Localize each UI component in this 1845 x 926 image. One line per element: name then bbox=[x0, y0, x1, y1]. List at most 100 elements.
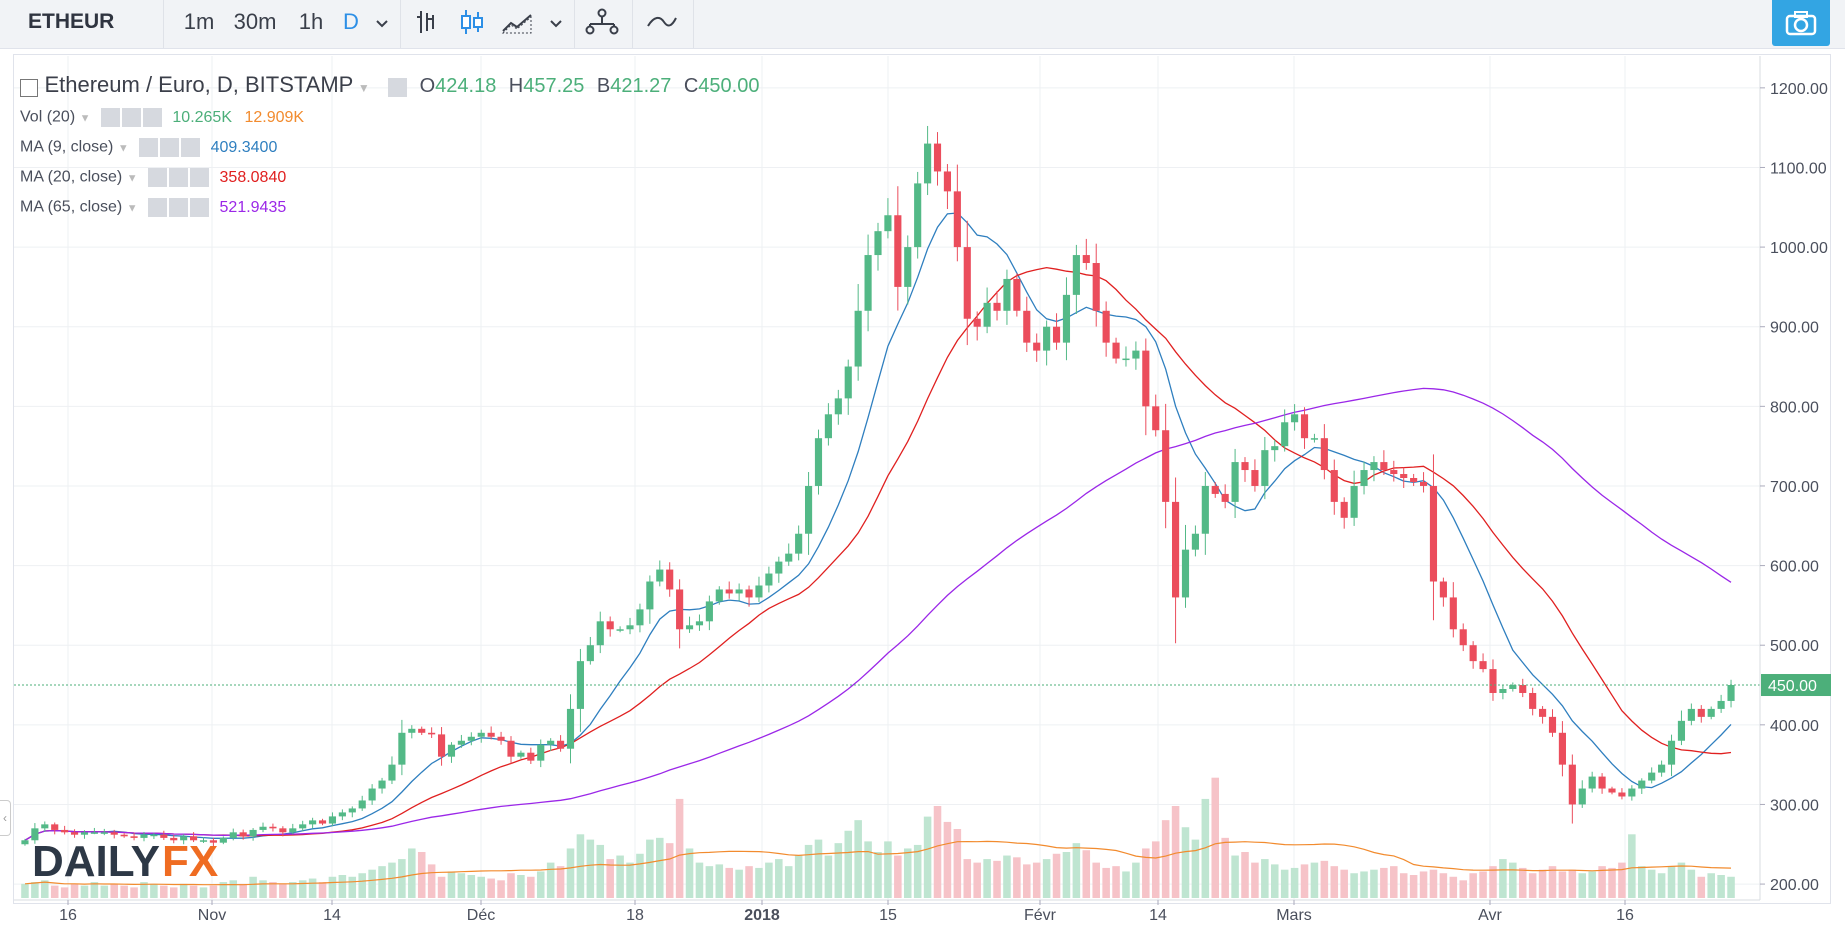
line-tool-icon[interactable] bbox=[645, 0, 679, 48]
close-icon[interactable] bbox=[181, 138, 201, 157]
indicator-name[interactable]: MA (20, close) bbox=[20, 168, 123, 186]
candle-body bbox=[943, 171, 952, 192]
candle-body bbox=[467, 736, 475, 741]
volume-bar bbox=[1340, 869, 1348, 898]
resolution-1h[interactable]: 1h bbox=[298, 9, 324, 34]
close-icon[interactable] bbox=[142, 108, 162, 127]
candle-body bbox=[993, 302, 1001, 311]
volume-bar bbox=[1181, 827, 1190, 898]
left-drag-handle[interactable]: ‹ bbox=[0, 800, 11, 836]
candle-body bbox=[408, 728, 416, 733]
close-icon[interactable] bbox=[190, 198, 210, 217]
chevron-down-icon[interactable] bbox=[370, 0, 394, 48]
gear-icon[interactable] bbox=[169, 198, 189, 217]
chevron-down-icon[interactable]: ▼ bbox=[126, 202, 138, 215]
collapse-icon[interactable] bbox=[20, 78, 38, 97]
camera-button[interactable] bbox=[1772, 0, 1830, 46]
volume-bar bbox=[1628, 834, 1636, 898]
chevron-down-icon[interactable]: ▼ bbox=[117, 142, 129, 155]
volume-ma-series bbox=[24, 840, 1732, 886]
candle-body bbox=[1360, 470, 1368, 486]
volume-bar bbox=[1489, 866, 1497, 898]
candle-body bbox=[1539, 708, 1547, 717]
candle-body bbox=[428, 732, 436, 735]
candle-body bbox=[1707, 708, 1715, 717]
indicator-name[interactable]: MA (65, close) bbox=[20, 198, 123, 216]
eye-icon[interactable] bbox=[148, 168, 168, 187]
volume-bar bbox=[41, 880, 49, 898]
resolution-1m[interactable]: 1m bbox=[183, 9, 215, 34]
volume-bar bbox=[1042, 859, 1051, 898]
candle-body bbox=[566, 708, 575, 749]
chevron-down-icon[interactable]: ▼ bbox=[357, 81, 370, 95]
eye-icon[interactable] bbox=[388, 78, 408, 98]
ma65-value: 521.9435 bbox=[219, 198, 287, 216]
resolution-d[interactable]: D bbox=[343, 9, 359, 34]
series-title[interactable]: Ethereum / Euro, D, BITSTAMP bbox=[44, 72, 354, 97]
indicator-name[interactable]: Vol (20) bbox=[20, 108, 76, 126]
volume-bar bbox=[1132, 862, 1140, 898]
legend-ma65: MA (65, close) ▼ 521.9435 bbox=[20, 198, 286, 217]
volume-bar bbox=[179, 883, 188, 898]
candle-body bbox=[1251, 470, 1259, 486]
candle-body bbox=[1489, 669, 1497, 693]
volume-bar bbox=[358, 873, 366, 898]
chevron-down-icon[interactable]: ▼ bbox=[126, 172, 138, 185]
candle-body bbox=[21, 840, 29, 845]
price-axis[interactable]: 1200.00 1100.00 1000.00 900.00 800.00 700.00 6… bbox=[1759, 56, 1828, 900]
volume-bar bbox=[606, 859, 614, 898]
candle-body bbox=[130, 836, 138, 838]
price-tick-label: 300.00 bbox=[1770, 797, 1819, 814]
gear-icon[interactable] bbox=[121, 108, 141, 127]
candle-body bbox=[1727, 685, 1735, 701]
candle-body bbox=[1340, 501, 1348, 518]
candle-body bbox=[1658, 764, 1666, 773]
toolbar-divider bbox=[400, 0, 401, 48]
volume-bar bbox=[626, 862, 634, 898]
time-axis[interactable]: 16 Nov 14 Déc 18 2018 15 Févr 14 Mars Avr 16 bbox=[14, 899, 1760, 924]
price-tick-label: 1000.00 bbox=[1770, 240, 1828, 257]
volume-bar bbox=[1003, 855, 1011, 898]
volume-bar bbox=[21, 883, 29, 898]
candle-body bbox=[685, 625, 694, 630]
resolution-30m[interactable]: 30m bbox=[233, 9, 277, 34]
chart-panel[interactable] bbox=[13, 54, 1831, 904]
toolbar-divider bbox=[574, 0, 575, 48]
candle-body bbox=[31, 828, 39, 841]
chevron-down-icon[interactable] bbox=[546, 0, 566, 48]
price-tick-label: 800.00 bbox=[1770, 399, 1819, 416]
volume-bar bbox=[894, 855, 902, 898]
gear-icon[interactable] bbox=[169, 168, 189, 187]
candlestick-icon[interactable] bbox=[458, 0, 486, 48]
area-chart-icon[interactable] bbox=[500, 0, 534, 48]
symbol-search[interactable]: ETHEUR bbox=[28, 10, 115, 33]
gear-icon[interactable] bbox=[160, 138, 180, 157]
chevron-down-icon[interactable]: ▼ bbox=[79, 112, 91, 125]
candle-body bbox=[1281, 422, 1289, 447]
volume-bar bbox=[1211, 777, 1220, 898]
volume-bar bbox=[1112, 866, 1120, 898]
volume-bar bbox=[497, 880, 505, 898]
vol-ma-value: 12.909K bbox=[244, 108, 305, 126]
volume-bar bbox=[705, 866, 714, 898]
volume-bar bbox=[735, 869, 743, 898]
close-icon[interactable] bbox=[190, 168, 210, 187]
volume-bar bbox=[1588, 871, 1596, 898]
eye-icon[interactable] bbox=[100, 108, 120, 127]
eye-icon[interactable] bbox=[139, 138, 159, 157]
close-label: C bbox=[683, 75, 699, 97]
volume-bar bbox=[1727, 876, 1735, 898]
bar-chart-icon[interactable] bbox=[413, 0, 441, 48]
candle-body bbox=[110, 832, 118, 835]
candle-body bbox=[1439, 581, 1447, 598]
candle-body bbox=[1548, 716, 1557, 733]
indicator-name[interactable]: MA (9, close) bbox=[20, 138, 114, 156]
volume-bar bbox=[973, 862, 981, 898]
volume-bar bbox=[140, 882, 148, 898]
volume-bar bbox=[70, 883, 79, 898]
eye-icon[interactable] bbox=[148, 198, 168, 217]
indicators-icon[interactable] bbox=[584, 0, 620, 48]
price-tick-label: 700.00 bbox=[1770, 479, 1819, 496]
candle-body bbox=[725, 589, 733, 594]
